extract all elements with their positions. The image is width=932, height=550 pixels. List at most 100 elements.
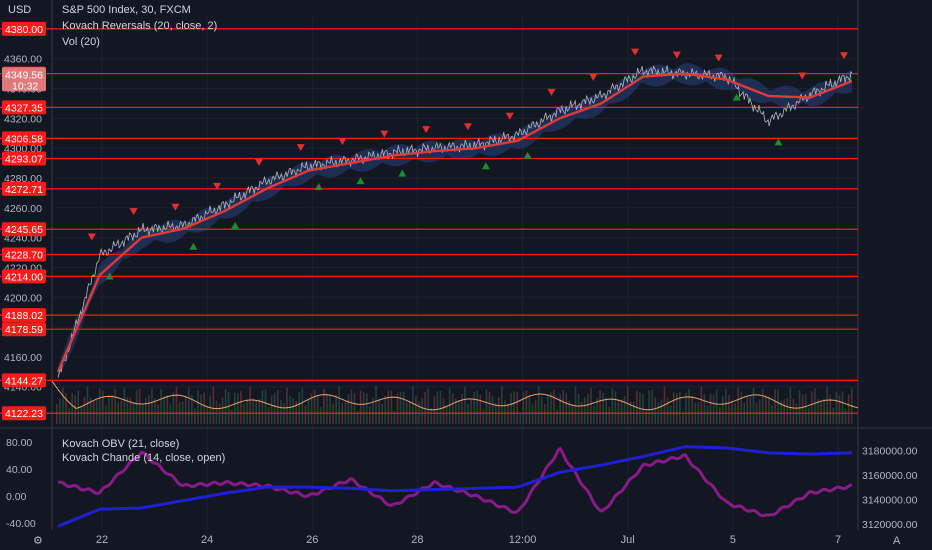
x-tick-label: 5 (730, 534, 736, 546)
volume-bar (59, 398, 61, 424)
volume-bar (197, 390, 199, 424)
volume-bar (626, 386, 629, 424)
volume-bar (531, 404, 534, 424)
volume-bar (138, 388, 141, 424)
volume-bar (832, 407, 835, 424)
volume-bar (375, 386, 377, 424)
x-tick-label: 28 (411, 534, 423, 546)
price-series (56, 65, 853, 378)
volume-bar (381, 403, 383, 424)
volume-bar (316, 396, 319, 424)
volume-bar (123, 387, 126, 424)
auto-scale-icon[interactable]: A (893, 535, 901, 547)
volume-bar (120, 400, 123, 424)
volume-bar (519, 412, 522, 424)
volume-bar (651, 389, 654, 424)
volume-bar (323, 388, 325, 424)
volume-bar (774, 389, 776, 424)
currency-label: USD (8, 4, 31, 16)
sub-left-tick-label: 40.00 (6, 464, 32, 476)
volume-bar (175, 387, 178, 424)
main-legend-reversals[interactable]: Kovach Reversals (20, close, 2) (62, 20, 217, 32)
volume-bar (556, 409, 558, 424)
sub-legend-obv[interactable]: Kovach OBV (21, close) (62, 438, 179, 450)
buy-marker (523, 151, 532, 159)
volume-bar (105, 405, 107, 424)
volume-bar (617, 399, 620, 424)
volume-bar (473, 391, 476, 424)
volume-bar (111, 395, 113, 424)
gear-icon[interactable]: ⚙ (33, 535, 43, 547)
y-tick-label: 4360.00 (4, 54, 42, 66)
volume-bar (396, 393, 399, 424)
chande-line (57, 446, 853, 518)
sell-marker (840, 52, 848, 60)
sub-right-tick-label: 3140000.00 (862, 494, 918, 506)
sell-marker (672, 51, 681, 59)
volume-bar (194, 408, 196, 424)
volume-bar (814, 388, 816, 424)
volume-bar (534, 400, 537, 424)
volume-bar (470, 399, 472, 424)
volume-bar (114, 389, 116, 424)
volume-bar (590, 387, 592, 424)
volume-bar (362, 392, 365, 424)
volume-bar (458, 400, 460, 424)
volume-bar (507, 403, 509, 424)
sub-legend-chande[interactable]: Kovach Chande (14, close, open) (62, 452, 225, 464)
volume-bar (780, 400, 782, 424)
volume-bar (252, 398, 255, 424)
sub-left-tick-label: 0.00 (6, 491, 27, 503)
volume-bar (292, 397, 294, 424)
buy-marker (105, 272, 114, 280)
volume-bar (298, 392, 301, 424)
volume-bar (522, 391, 525, 424)
level-label: 4122.23 (5, 408, 43, 420)
volume-bar (847, 394, 850, 424)
volume-bar (510, 393, 512, 424)
volume-bar (255, 400, 258, 424)
volume-bar (89, 397, 92, 424)
volume-bar (485, 389, 488, 424)
volume-bar (740, 391, 743, 424)
main-legend-vol[interactable]: Vol (20) (62, 36, 100, 48)
volume-bar (700, 386, 703, 424)
volume-bar (71, 392, 73, 424)
volume-bar (467, 403, 469, 424)
level-label: 4272.71 (5, 184, 43, 196)
volume-bar (448, 387, 451, 424)
volume-bar (209, 395, 212, 424)
obv-line (57, 445, 853, 528)
volume-bar (685, 392, 687, 424)
sell-marker (505, 112, 514, 120)
level-label-box (2, 100, 46, 115)
volume-bar (227, 391, 230, 424)
volume-bar (427, 388, 429, 424)
buy-marker (231, 221, 240, 229)
sub-left-tick-label: -40.00 (6, 518, 36, 530)
volume-bar (550, 392, 552, 424)
volume-bar (350, 389, 353, 424)
volume-bar (267, 407, 270, 424)
volume-bar (212, 386, 215, 424)
x-tick-label: 22 (96, 534, 108, 546)
volume-bar (356, 411, 359, 424)
volume-bar (157, 404, 159, 424)
last-price-box (2, 67, 46, 92)
level-label: 4214.00 (5, 271, 43, 283)
volume-bar (86, 387, 89, 424)
volume-bar (718, 407, 721, 424)
y-tick-label: 4160.00 (4, 352, 42, 364)
main-legend-symbol[interactable]: S&P 500 Index, 30, FXCM (62, 4, 191, 16)
volume-bar (461, 394, 463, 424)
volume-bar (645, 409, 647, 424)
volume-bar (544, 404, 546, 424)
volume-bar (593, 405, 595, 424)
volume-bar (811, 391, 813, 424)
volume-bar (586, 394, 589, 424)
volume-bar (565, 393, 568, 424)
volume-bar (804, 393, 807, 424)
volume-bar (369, 406, 371, 424)
volume-bar (571, 403, 574, 424)
